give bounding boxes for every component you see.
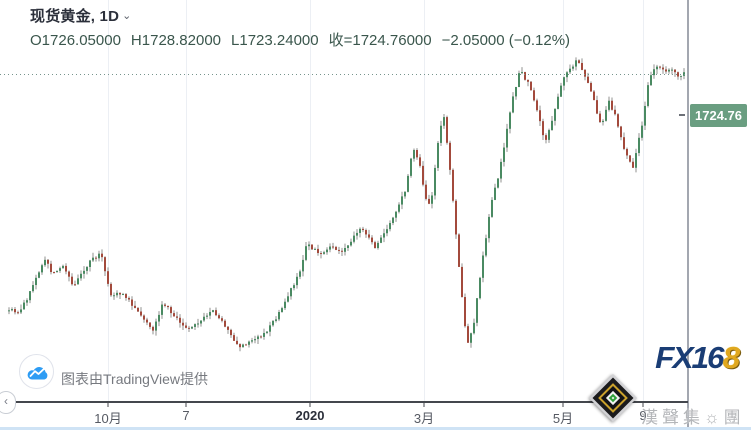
price-axis-border: [687, 0, 689, 430]
ohlc-change: −2.05000 (−0.12%): [441, 32, 571, 49]
time-axis-tick: [423, 401, 425, 407]
time-axis-label: 9: [639, 408, 647, 423]
chart-header: 现货黄金, 1D ⌄ O1726.05000 H1728.82000 L1723.24…: [30, 5, 580, 50]
ohlc-row: O1726.05000 H1728.82000 L1723.24000 收=1724.…: [30, 29, 580, 50]
time-axis-label: 3月: [413, 411, 435, 426]
chevron-down-icon[interactable]: ⌄: [122, 10, 132, 22]
time-axis-tick: [642, 401, 644, 407]
time-axis-label: 10月: [94, 411, 122, 426]
diamond-logo: [580, 368, 646, 428]
time-axis-label: 5月: [552, 411, 574, 426]
fx168-logo: FX168: [655, 340, 740, 375]
last-price-badge: 1724.76: [690, 104, 747, 127]
time-axis[interactable]: 10月 7 2020 3月 5月 9: [0, 401, 751, 427]
time-axis-border: [0, 401, 688, 403]
ohlc-low: L1723.24000: [231, 32, 319, 49]
ohlc-open: O1726.05000: [30, 32, 121, 49]
tradingview-logo-button[interactable]: [19, 354, 54, 389]
ohlc-high: H1728.82000: [130, 32, 222, 49]
time-axis-tick: [562, 401, 564, 407]
candlestick-chart[interactable]: [0, 0, 751, 402]
time-axis-tick: [185, 401, 187, 407]
symbol-title[interactable]: 现货黄金, 1D: [30, 8, 120, 25]
scroll-back-button[interactable]: ‹: [0, 391, 16, 414]
time-axis-label: 2020: [295, 408, 325, 423]
attribution-text: 图表由TradingView提供: [61, 371, 209, 387]
time-axis-label: 7: [182, 408, 190, 423]
bottom-edge-strip: [0, 427, 751, 430]
tradingview-cloud-icon: [27, 367, 48, 380]
ohlc-close: 收=1724.76000: [328, 32, 432, 49]
hansheng-watermark: 漢聲集☼團: [641, 408, 745, 427]
price-line-tick: [679, 114, 685, 116]
time-axis-tick: [309, 401, 311, 407]
time-axis-tick: [107, 401, 109, 407]
